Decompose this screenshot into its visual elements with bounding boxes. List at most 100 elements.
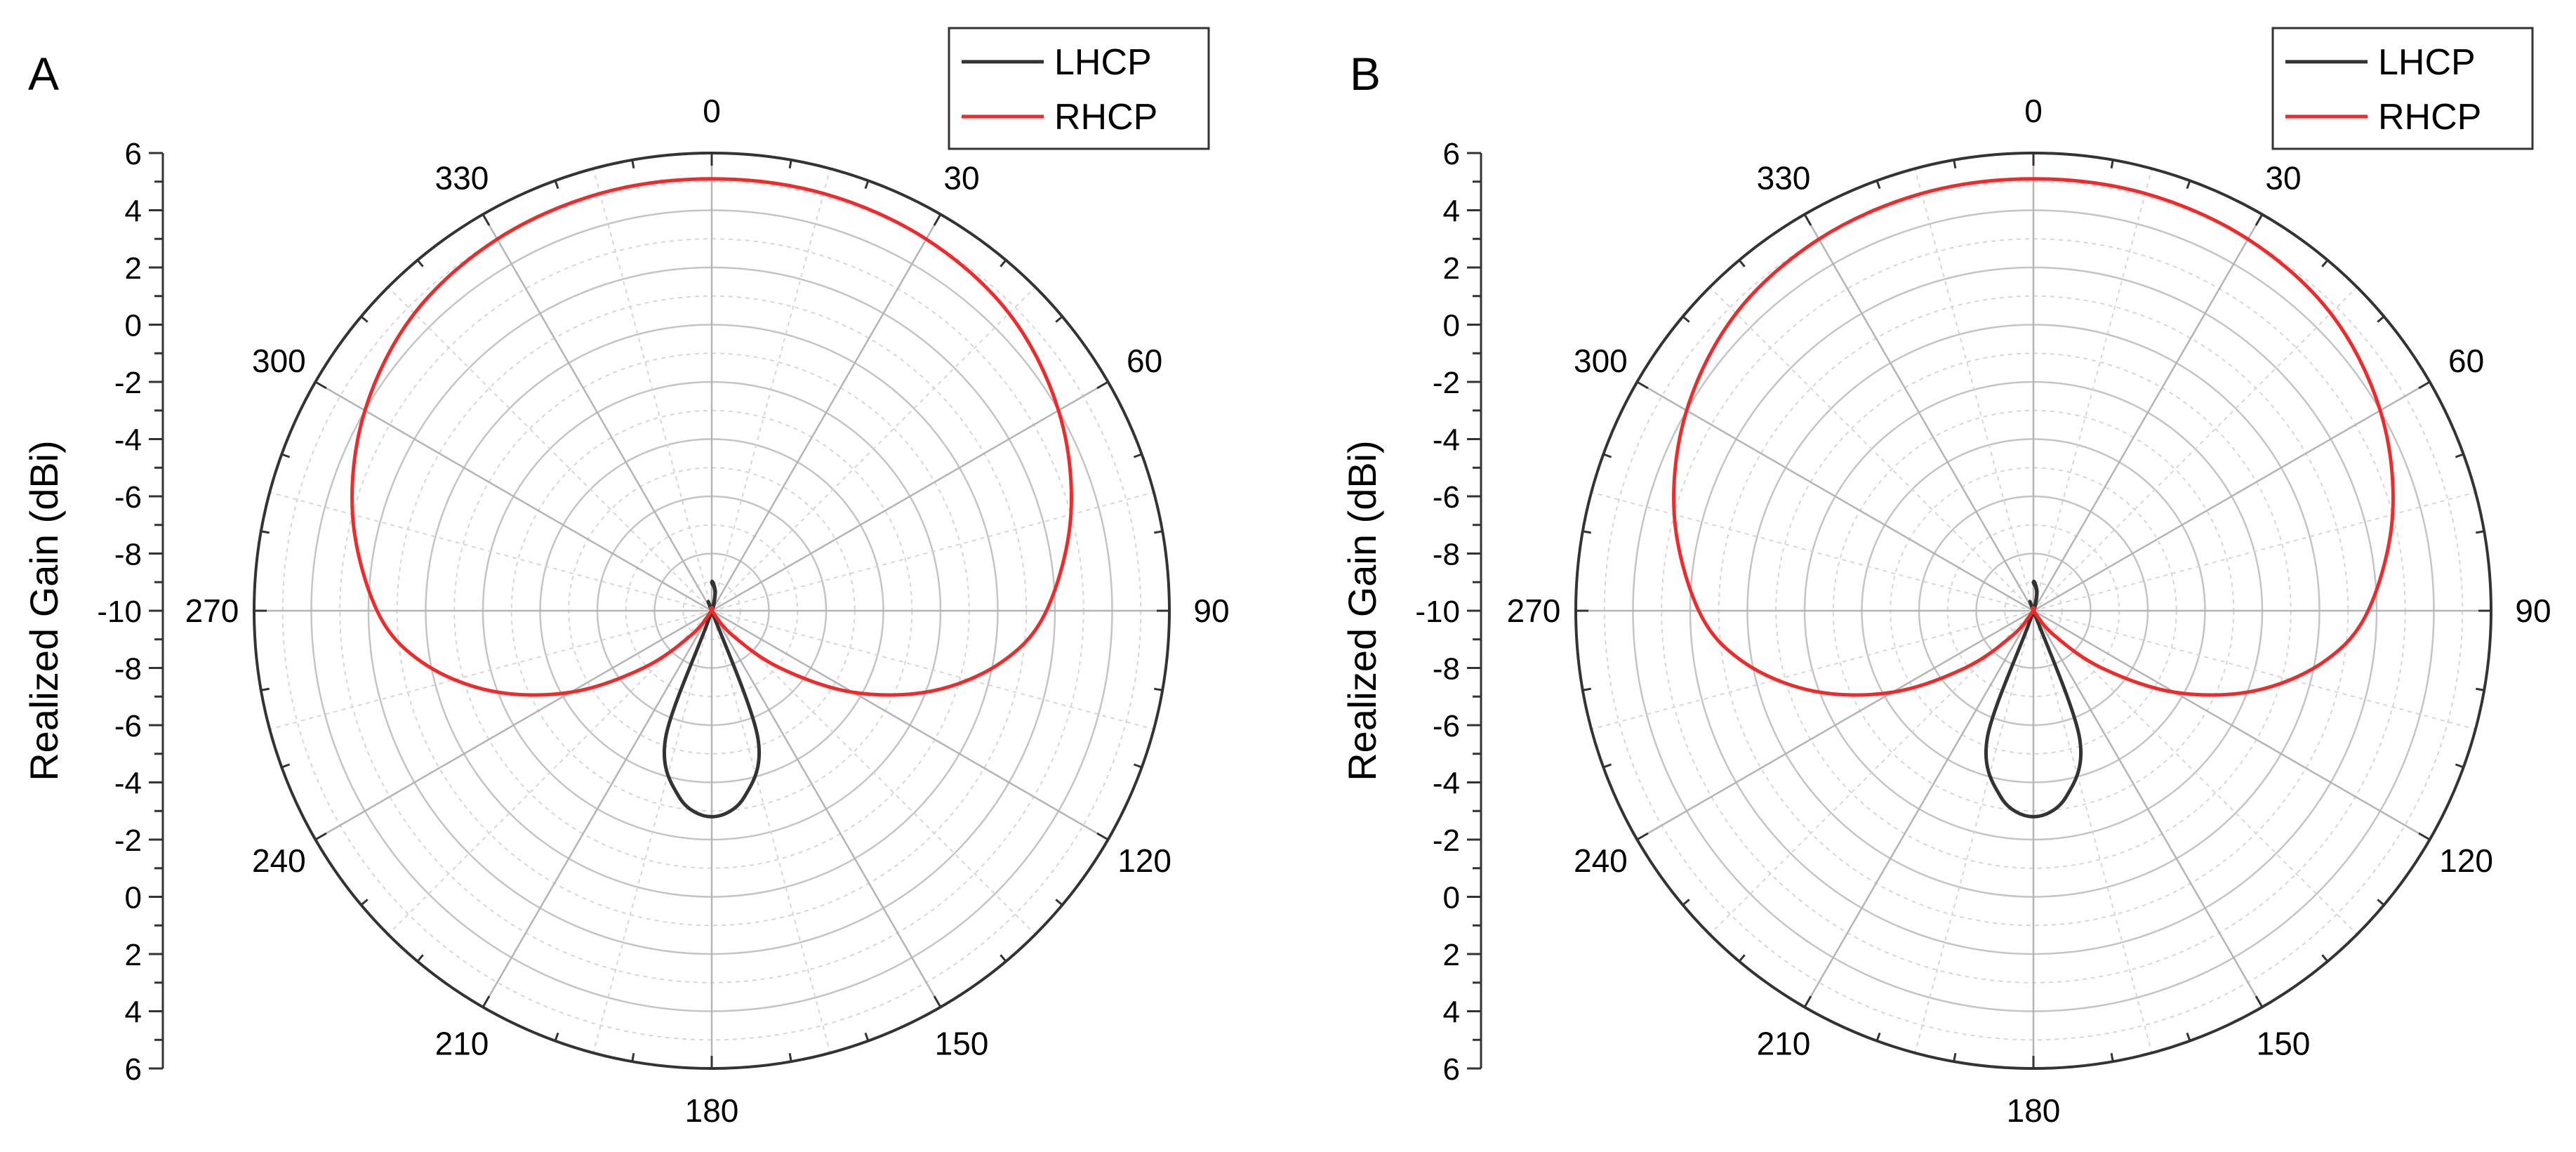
angular-tick-label-240: 240 xyxy=(1574,842,1628,879)
angular-tick-label-90: 90 xyxy=(1193,592,1229,629)
grid-spoke-minor xyxy=(592,168,712,611)
angular-tick xyxy=(1154,687,1163,691)
angular-tick-label-270: 270 xyxy=(185,592,239,629)
grid-spoke-minor xyxy=(387,610,712,935)
grid-spoke-minor xyxy=(1591,491,2034,611)
grid-spoke xyxy=(2033,609,2431,841)
angular-tick-label-210: 210 xyxy=(435,1026,489,1062)
angular-tick-label-300: 300 xyxy=(1574,343,1628,379)
radial-tick-label: -10 xyxy=(1415,595,1460,629)
legend: LHCP RHCP xyxy=(2271,27,2534,150)
angular-tick-label-330: 330 xyxy=(435,159,489,196)
grid-spoke xyxy=(1636,609,2034,841)
angular-tick xyxy=(2321,954,2329,962)
series-line-lhcp xyxy=(662,579,762,819)
angular-tick xyxy=(360,315,369,323)
grid-spoke xyxy=(2033,380,2431,612)
angular-tick xyxy=(1133,453,1143,458)
angular-tick-label-0: 0 xyxy=(2024,93,2043,129)
grid-spoke-minor xyxy=(1914,168,2034,611)
angular-tick-label-30: 30 xyxy=(943,159,979,196)
angular-tick xyxy=(2255,995,2264,1008)
angular-tick-label-180: 180 xyxy=(2007,1092,2061,1129)
grid-spoke-minor xyxy=(1914,610,2034,1054)
angular-tick xyxy=(933,995,942,1008)
radial-tick-label: -4 xyxy=(114,767,142,801)
radial-tick-label: 0 xyxy=(125,881,142,915)
grid-spoke xyxy=(711,609,1109,841)
grid-spoke-minor xyxy=(269,610,712,730)
radial-tick-label: 4 xyxy=(125,194,142,229)
angular-tick-label-60: 60 xyxy=(2448,343,2484,379)
angular-tick xyxy=(1096,832,1109,841)
angular-tick xyxy=(2377,315,2385,323)
grid-spoke xyxy=(710,610,942,1008)
radial-scale-axis: -10 -8 -8 -6 -6 -4 -4 -2 -2 0 0 2 2 4 4 6 6 xyxy=(1415,137,1482,1087)
radial-tick-label: -4 xyxy=(1433,767,1460,801)
grid-spoke xyxy=(1803,610,2035,1008)
radial-tick-label: 0 xyxy=(1443,881,1460,915)
polar-grid xyxy=(1576,153,2491,1068)
angular-tick xyxy=(1953,159,1957,168)
grid-spoke-minor xyxy=(711,168,831,611)
radial-tick-label: 2 xyxy=(125,251,142,286)
angular-tick-label-120: 120 xyxy=(2439,842,2493,879)
radial-tick-label: 6 xyxy=(1443,137,1460,171)
angular-tick xyxy=(1582,530,1591,534)
radial-tick-label: -8 xyxy=(114,538,142,572)
radial-tick-label: -6 xyxy=(114,709,142,743)
angular-tick xyxy=(1738,954,1746,962)
grid-spoke-minor xyxy=(711,610,1155,730)
grid-spoke xyxy=(711,380,1109,612)
legend-label-lhcp: LHCP xyxy=(1054,42,1152,83)
radial-tick-label: 4 xyxy=(1443,995,1460,1030)
grid-spoke xyxy=(314,609,712,841)
angular-tick xyxy=(1953,1053,1957,1062)
radial-tick-label: -8 xyxy=(1433,538,1460,572)
angular-tick-label-180: 180 xyxy=(685,1092,739,1129)
radial-tick-label: -10 xyxy=(97,595,142,629)
angular-tick xyxy=(2255,213,2264,226)
grid-spoke-minor xyxy=(2033,491,2476,611)
angular-tick xyxy=(482,213,491,226)
radial-tick-label: 4 xyxy=(125,995,142,1030)
grid-spoke xyxy=(482,213,713,611)
radial-tick-label: 0 xyxy=(125,309,142,343)
series-line-rhcp xyxy=(1672,177,2395,697)
series-line-rhcp xyxy=(350,177,1073,697)
angular-tick xyxy=(2110,1053,2114,1062)
panel-label: B xyxy=(1350,48,1381,100)
radial-tick-label: -2 xyxy=(114,823,142,858)
angular-tick-label-210: 210 xyxy=(1757,1026,1811,1062)
angular-tick xyxy=(1154,530,1163,534)
angular-tick xyxy=(1000,259,1007,267)
grid-spoke-minor xyxy=(387,286,712,611)
angular-tick xyxy=(1133,763,1143,769)
radial-tick-label: -4 xyxy=(1433,423,1460,458)
angular-tick xyxy=(1803,213,1812,226)
grid-spoke xyxy=(1803,213,2035,611)
grid-spoke-minor xyxy=(711,491,1155,611)
angular-tick xyxy=(314,832,327,841)
angular-tick xyxy=(1803,995,1812,1008)
grid-spoke-minor xyxy=(2033,286,2358,611)
grid-spoke xyxy=(2032,213,2264,611)
angular-tick-label-30: 30 xyxy=(2265,159,2301,196)
angular-tick xyxy=(1682,899,1690,906)
angular-tick xyxy=(1602,453,1612,458)
grid-spoke-minor xyxy=(711,610,1036,935)
grid-spoke xyxy=(482,610,713,1008)
angular-tick xyxy=(314,380,327,390)
angular-tick xyxy=(1582,687,1591,691)
angular-tick-label-60: 60 xyxy=(1127,343,1162,379)
grid-spoke-minor xyxy=(1591,610,2034,730)
radial-tick-label: 6 xyxy=(125,1052,142,1087)
chart-panel-b: 0306090120150180210240270300330-10-8-8-6… xyxy=(1340,27,2551,1129)
radial-tick-label: -2 xyxy=(1433,366,1460,400)
y-axis-title: Realized Gain (dBi) xyxy=(1340,440,1384,781)
grid-spoke xyxy=(314,380,712,612)
radial-tick-label: -8 xyxy=(1433,652,1460,687)
radial-tick-label: 2 xyxy=(1443,938,1460,972)
angular-ticks xyxy=(1576,153,2491,1068)
